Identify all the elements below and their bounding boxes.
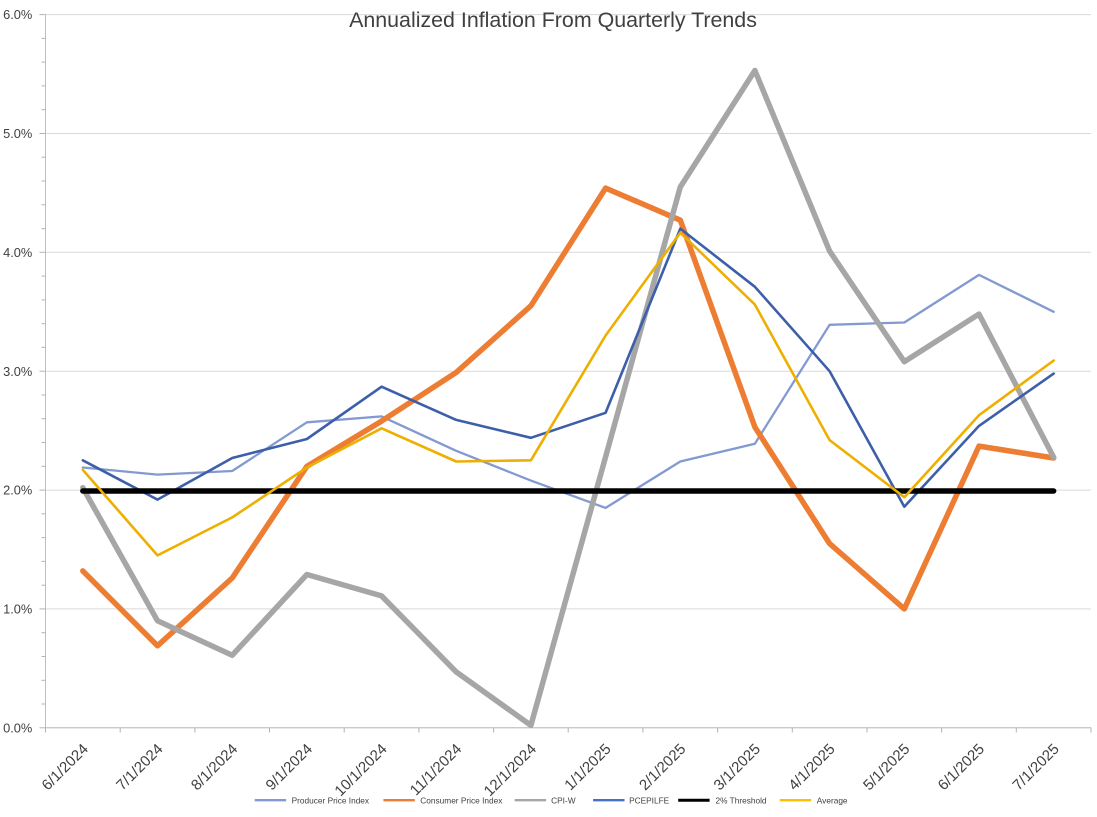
svg-text:2.0%: 2.0% xyxy=(3,483,32,498)
svg-text:Consumer Price Index: Consumer Price Index xyxy=(420,796,503,806)
svg-text:Annualized Inflation From Quar: Annualized Inflation From Quarterly Tren… xyxy=(349,8,757,32)
svg-text:Producer Price Index: Producer Price Index xyxy=(292,796,370,806)
svg-text:2% Threshold: 2% Threshold xyxy=(716,796,767,806)
svg-text:PCEPILFE: PCEPILFE xyxy=(629,796,670,806)
svg-text:4.0%: 4.0% xyxy=(3,245,32,260)
svg-text:1.0%: 1.0% xyxy=(3,602,32,617)
svg-text:CPI-W: CPI-W xyxy=(551,796,576,806)
svg-text:Average: Average xyxy=(817,796,848,806)
svg-text:3.0%: 3.0% xyxy=(3,364,32,379)
svg-text:0.0%: 0.0% xyxy=(3,720,32,735)
svg-text:6.0%: 6.0% xyxy=(3,7,32,22)
svg-text:5.0%: 5.0% xyxy=(3,126,32,141)
